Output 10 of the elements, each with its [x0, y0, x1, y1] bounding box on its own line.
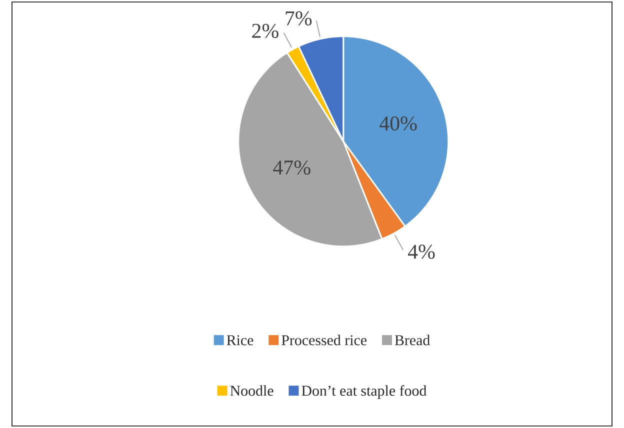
legend-label: Bread — [394, 334, 430, 346]
data-label: 47% — [273, 160, 310, 175]
legend-label: Processed rice — [282, 334, 367, 346]
data-label: 2% — [252, 24, 278, 38]
data-label: 4% — [408, 244, 435, 259]
legend-label: Noodle — [230, 385, 274, 396]
legend-label: Rice — [226, 335, 254, 346]
data-label: 40% — [380, 116, 417, 131]
legend-label: Don’t eat staple food — [302, 385, 427, 399]
data-label: 7% — [286, 11, 312, 26]
